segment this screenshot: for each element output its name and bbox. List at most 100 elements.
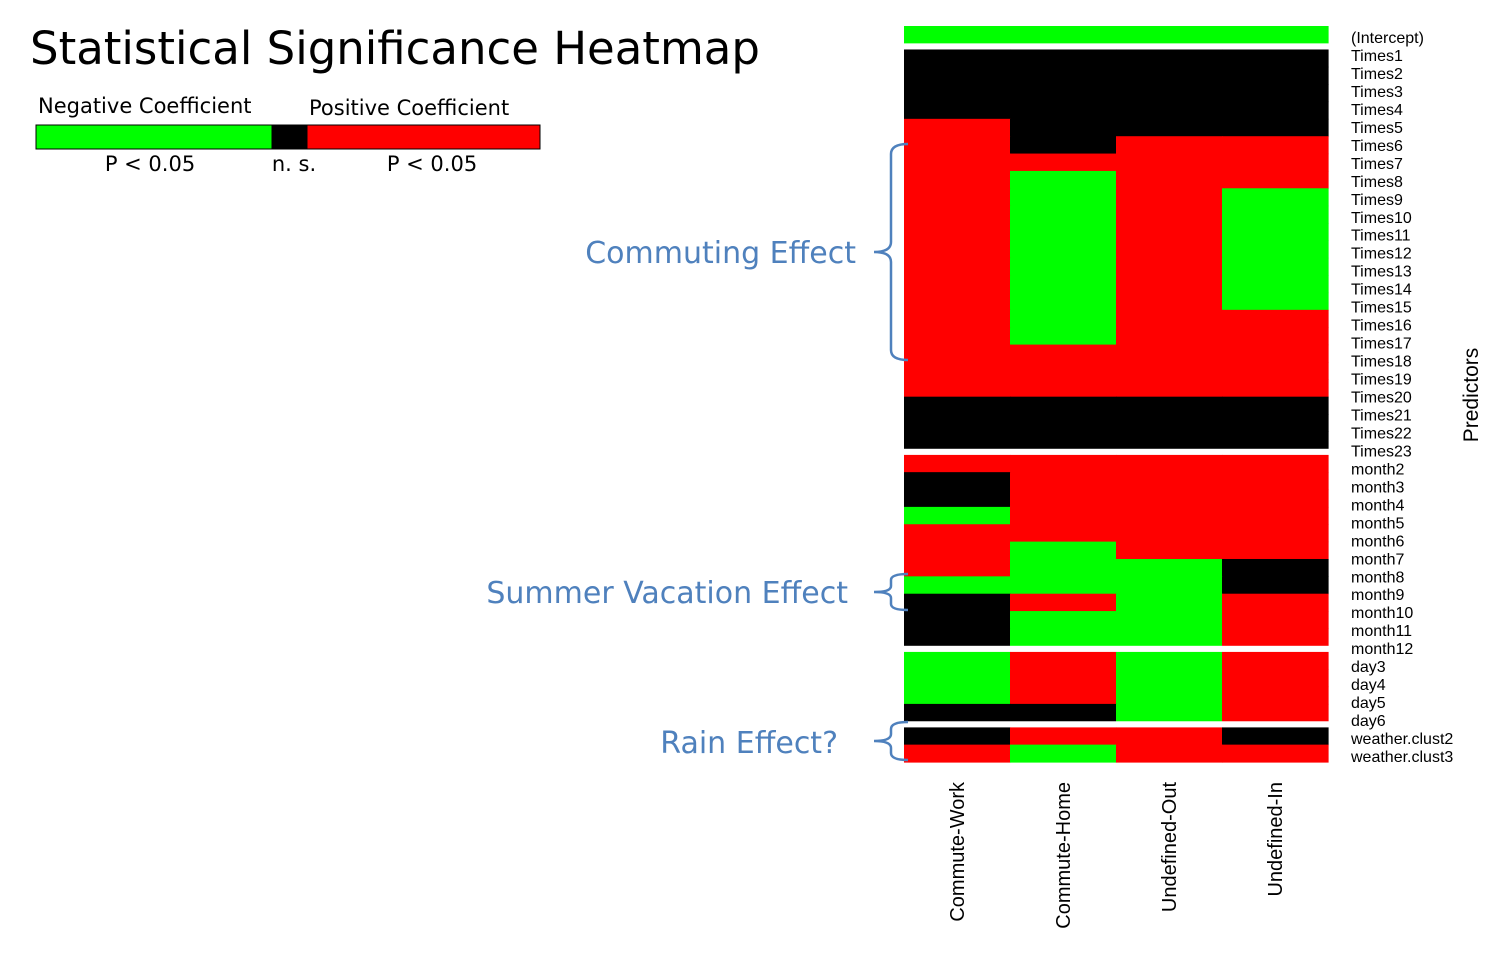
heatmap-cell bbox=[1222, 275, 1329, 294]
heatmap-cell bbox=[1010, 309, 1117, 328]
heatmap-cell bbox=[1010, 454, 1117, 473]
heatmap-cell bbox=[1010, 101, 1117, 120]
heatmap-cell bbox=[904, 396, 1011, 415]
heatmap-cell bbox=[904, 414, 1011, 433]
annotation-summer-vacation-effect: Summer Vacation Effect bbox=[486, 576, 848, 611]
heatmap-cell bbox=[1010, 170, 1117, 189]
row-label: Times7 bbox=[1351, 156, 1403, 173]
heatmap-cell bbox=[1116, 118, 1223, 137]
heatmap-cell bbox=[1116, 628, 1223, 647]
heatmap-cell bbox=[1010, 327, 1117, 346]
heatmap-cell bbox=[1222, 49, 1329, 68]
heatmap-cell bbox=[1222, 727, 1329, 746]
row-label: day6 bbox=[1351, 713, 1386, 730]
heatmap-cell bbox=[1222, 170, 1329, 189]
row-label: Times1 bbox=[1351, 48, 1403, 65]
heatmap-cell bbox=[1222, 257, 1329, 276]
heatmap-cell bbox=[1010, 275, 1117, 294]
heatmap-cell bbox=[1116, 188, 1223, 207]
heatmap-cell bbox=[904, 576, 1011, 595]
heatmap-cell bbox=[1222, 379, 1329, 398]
heatmap-cell bbox=[1010, 205, 1117, 224]
heatmap-cell bbox=[1010, 703, 1117, 722]
annotation-rain-effect: Rain Effect? bbox=[660, 726, 838, 761]
heatmap-cell bbox=[1010, 576, 1117, 595]
heatmap-cell bbox=[904, 454, 1011, 473]
heatmap-cell bbox=[1010, 414, 1117, 433]
row-label: month4 bbox=[1351, 497, 1404, 514]
heatmap-cell bbox=[1010, 136, 1117, 155]
row-label: Times19 bbox=[1351, 372, 1412, 389]
heatmap-cell bbox=[1222, 472, 1329, 491]
heatmap-cell bbox=[1010, 686, 1117, 705]
row-label: Times18 bbox=[1351, 354, 1412, 371]
heatmap-cell bbox=[1010, 669, 1117, 688]
heatmap-cell bbox=[1222, 361, 1329, 380]
heatmap-cell bbox=[1116, 506, 1223, 525]
row-label: Times4 bbox=[1351, 102, 1403, 119]
heatmap-cell bbox=[1116, 240, 1223, 259]
heatmap-cell bbox=[1222, 744, 1329, 763]
heatmap-cell bbox=[1116, 576, 1223, 595]
heatmap-cell bbox=[1116, 414, 1223, 433]
column-labels: Commute-Work Commute-Home Undefined-Out Und… bbox=[947, 781, 1287, 929]
heatmap-cell bbox=[1116, 101, 1223, 120]
heatmap-cell bbox=[1222, 101, 1329, 120]
heatmap-cell bbox=[1116, 49, 1223, 68]
heatmap-cell bbox=[1116, 26, 1223, 44]
row-label: Times15 bbox=[1351, 300, 1412, 317]
row-label: day4 bbox=[1351, 677, 1386, 694]
legend-negative-swatch bbox=[35, 124, 273, 150]
heatmap-cell bbox=[1222, 611, 1329, 630]
legend-positive-label: Positive Coefficient bbox=[309, 96, 509, 120]
row-label: Times13 bbox=[1351, 264, 1412, 281]
row-labels: (Intercept)Times1Times2Times3Times4Times… bbox=[1350, 30, 1453, 766]
column-label: Commute-Home bbox=[1053, 782, 1075, 929]
heatmap-cell bbox=[904, 240, 1011, 259]
group-separators bbox=[903, 43, 1329, 728]
heatmap-cell bbox=[1222, 576, 1329, 595]
heatmap-cell bbox=[1116, 170, 1223, 189]
row-label: month8 bbox=[1351, 569, 1404, 586]
heatmap-cell bbox=[1116, 379, 1223, 398]
heatmap-cell bbox=[1116, 686, 1223, 705]
row-label: Times22 bbox=[1351, 425, 1412, 442]
row-label: month2 bbox=[1351, 461, 1404, 478]
heatmap-cell bbox=[904, 686, 1011, 705]
heatmap-cell bbox=[904, 327, 1011, 346]
heatmap-cell bbox=[904, 431, 1011, 450]
heatmap-cell bbox=[1222, 188, 1329, 207]
heatmap-cell bbox=[1222, 153, 1329, 172]
heatmap-cell bbox=[1222, 454, 1329, 473]
heatmap-cell bbox=[1116, 611, 1223, 630]
heatmap-cell bbox=[1116, 205, 1223, 224]
row-label: month10 bbox=[1351, 605, 1413, 622]
heatmap-cell bbox=[1222, 524, 1329, 543]
heatmap-cell bbox=[1222, 541, 1329, 560]
heatmap-cell bbox=[1010, 472, 1117, 491]
heatmap-cell bbox=[904, 26, 1011, 44]
heatmap-cell bbox=[904, 628, 1011, 647]
heatmap-cell bbox=[1116, 327, 1223, 346]
group-separator bbox=[903, 721, 1329, 728]
heatmap-cell bbox=[1010, 292, 1117, 311]
legend-negative-label: Negative Coefficient bbox=[38, 94, 252, 118]
y-axis-label: Predictors bbox=[1460, 348, 1483, 443]
heatmap-cell bbox=[904, 292, 1011, 311]
annotations: Commuting Effect Summer Vacation Effect … bbox=[486, 142, 909, 762]
heatmap-cell bbox=[1010, 361, 1117, 380]
heatmap-cell bbox=[1222, 240, 1329, 259]
heatmap-cell bbox=[1222, 26, 1329, 44]
heatmap-cell bbox=[904, 275, 1011, 294]
heatmap-cell bbox=[1116, 727, 1223, 746]
heatmap-cell bbox=[1116, 309, 1223, 328]
heatmap-cell bbox=[1010, 344, 1117, 363]
row-label: Times9 bbox=[1351, 192, 1403, 209]
heatmap-cell bbox=[904, 344, 1011, 363]
heatmap-cell bbox=[1010, 541, 1117, 560]
annotation-brace-commuting bbox=[873, 142, 909, 362]
heatmap-cell bbox=[904, 472, 1011, 491]
heatmap-cell bbox=[1010, 651, 1117, 670]
row-label: day3 bbox=[1351, 659, 1386, 676]
heatmap-cell bbox=[1222, 205, 1329, 224]
